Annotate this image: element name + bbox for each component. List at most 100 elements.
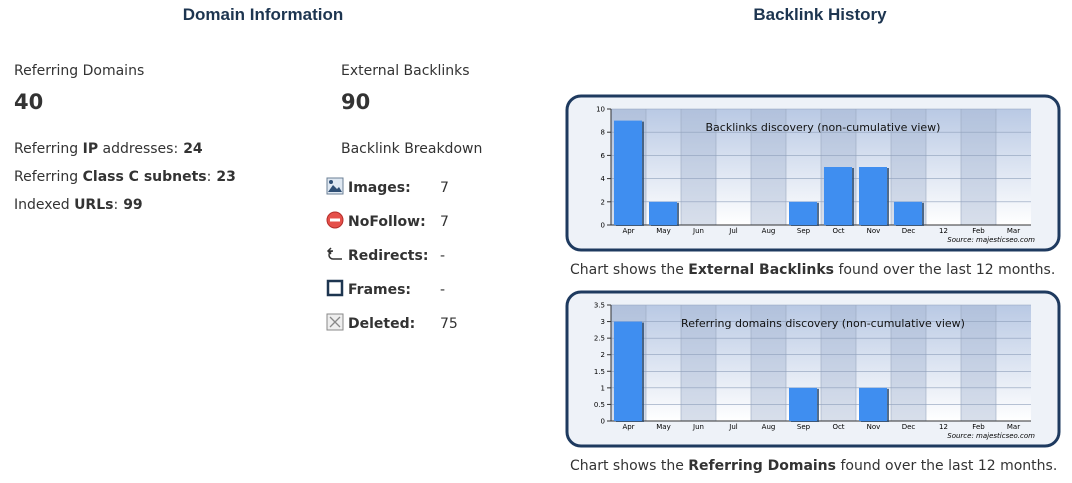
- x-tick-label: Nov: [867, 227, 881, 235]
- icon: [326, 279, 344, 297]
- bar: [649, 201, 677, 225]
- item-value: 7: [440, 180, 449, 196]
- y-tick-label: 1: [601, 384, 605, 392]
- bar: [789, 201, 817, 225]
- column-stripe: [891, 305, 926, 421]
- chart: 0 0.5 1 1.5 2 2.5 3 3.5 Apr May Jun Jul Aug Sep Oct Nov…: [565, 290, 1061, 448]
- bar: [614, 120, 642, 225]
- y-tick-label: 10: [596, 106, 605, 114]
- x-tick-label: Jul: [728, 227, 738, 235]
- item-label: NoFollow:: [348, 214, 426, 230]
- y-tick-label: 1.5: [594, 368, 605, 376]
- column-stripe: [751, 305, 786, 421]
- y-tick-label: 2: [601, 198, 605, 206]
- metric-value: 40: [14, 90, 44, 114]
- x-tick-label: Sep: [797, 227, 811, 235]
- x-tick-label: May: [656, 423, 670, 431]
- bar: [859, 167, 887, 225]
- text: Indexed: [14, 197, 75, 213]
- x-tick-label: Dec: [902, 227, 916, 235]
- x-tick-label: Dec: [902, 423, 916, 431]
- icon: [326, 313, 344, 331]
- stat: Referring IP addresses: 24: [14, 141, 236, 169]
- y-tick-label: 4: [601, 175, 606, 183]
- x-tick-label: Aug: [762, 227, 776, 235]
- breakdown-item: NoFollow: 7: [326, 211, 458, 245]
- item-label: Deleted:: [348, 316, 416, 332]
- x-tick-label: Feb: [972, 423, 985, 431]
- text: found over the last 12 months.: [836, 458, 1058, 474]
- text: IP: [82, 141, 99, 157]
- text: Referring: [14, 141, 83, 157]
- stat: Referring Class C subnets: 23: [14, 169, 236, 197]
- stat: Indexed URLs: 99: [14, 197, 236, 225]
- y-tick-label: 8: [601, 129, 605, 137]
- stats: Referring IP addresses: 24 Referring Clas…: [14, 141, 236, 225]
- x-tick-label: Oct: [832, 227, 844, 235]
- item-label: Images:: [348, 180, 411, 196]
- chart: 0 2 4 6 8 10 Apr May Jun Jul Aug Sep Oct Nov Dec 12 Feb M…: [565, 94, 1061, 252]
- y-tick-label: 0: [601, 418, 605, 426]
- bar: [859, 387, 887, 421]
- section-title: Domain Information: [182, 5, 344, 24]
- item-value: 7: [440, 214, 449, 230]
- y-tick-label: 2: [601, 351, 605, 359]
- item-label: Frames:: [348, 282, 412, 298]
- text: Class C subnets: [82, 169, 207, 185]
- text: Referring: [14, 169, 83, 185]
- item-value: -: [440, 248, 446, 264]
- chart-source: Source: majesticseo.com: [947, 236, 1035, 244]
- y-tick-label: 3: [601, 318, 605, 326]
- chart-source: Source: majesticseo.com: [947, 432, 1035, 440]
- chart-caption: Chart shows the External Backlinks found…: [570, 262, 1055, 278]
- x-tick-label: Aug: [762, 423, 776, 431]
- item-value: -: [440, 282, 446, 298]
- breakdown-title: Backlink Breakdown: [341, 141, 483, 157]
- x-tick-label: Jul: [728, 423, 738, 431]
- y-tick-label: 0.5: [594, 401, 605, 409]
- column-stripe: [961, 109, 996, 225]
- breakdown: Images: 7 NoFollow: 7 Redirects: - Frames: -…: [326, 177, 458, 347]
- x-tick-label: Apr: [622, 227, 634, 235]
- x-tick-label: Mar: [1007, 423, 1020, 431]
- column-stripe: [821, 305, 856, 421]
- text: :: [113, 197, 119, 213]
- y-tick-label: 3.5: [594, 302, 605, 310]
- chart-title: Referring domains discovery (non-cumulat…: [681, 317, 965, 330]
- breakdown-item: Images: 7: [326, 177, 458, 211]
- item-label: Redirects:: [348, 248, 429, 264]
- chart-title: Backlinks discovery (non-cumulative view…: [706, 121, 941, 134]
- icon: [326, 247, 342, 260]
- text: :: [206, 169, 212, 185]
- x-tick-label: Mar: [1007, 227, 1020, 235]
- column-stripe: [681, 109, 716, 225]
- icon: [326, 211, 344, 229]
- x-tick-label: Oct: [832, 423, 844, 431]
- x-tick-label: May: [656, 227, 670, 235]
- text: URLs: [74, 197, 114, 213]
- metric-label: Referring Domains: [14, 63, 145, 79]
- stat-value: 99: [123, 197, 143, 213]
- breakdown-item: Redirects: -: [326, 245, 458, 279]
- bar: [824, 167, 852, 225]
- stat-value: 24: [183, 141, 203, 157]
- text: Chart shows the: [570, 262, 689, 278]
- text: found over the last 12 months.: [834, 262, 1056, 278]
- x-tick-label: Sep: [797, 423, 811, 431]
- bar: [894, 201, 922, 225]
- metric-label: External Backlinks: [341, 63, 470, 79]
- text: Chart shows the: [570, 458, 689, 474]
- y-tick-label: 2.5: [594, 335, 605, 343]
- breakdown-item: Deleted: 75: [326, 313, 458, 347]
- metric-value: 90: [341, 90, 371, 114]
- x-tick-label: 12: [939, 423, 948, 431]
- item-value: 75: [440, 316, 458, 332]
- bar: [789, 387, 817, 421]
- x-tick-label: Nov: [867, 423, 881, 431]
- x-tick-label: Feb: [972, 227, 985, 235]
- x-tick-label: Jun: [692, 227, 704, 235]
- chart-caption: Chart shows the Referring Domains found …: [570, 458, 1057, 474]
- section-title: Backlink History: [753, 5, 887, 24]
- icon: [326, 177, 344, 195]
